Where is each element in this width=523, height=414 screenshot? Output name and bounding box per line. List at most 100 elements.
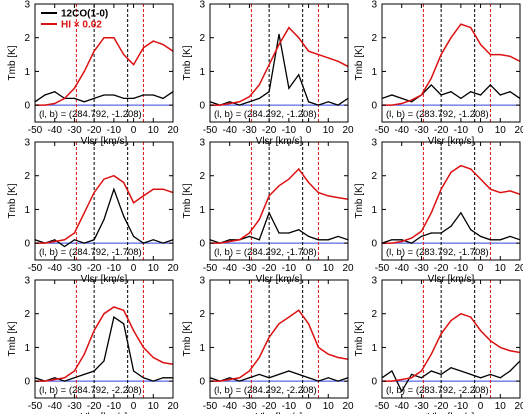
hi-data-point bbox=[401, 378, 403, 381]
co-data-point bbox=[489, 239, 492, 241]
co-data-point bbox=[479, 94, 482, 96]
hi-data-point bbox=[248, 232, 251, 234]
co-data-point bbox=[307, 377, 310, 379]
co-data-point bbox=[83, 101, 85, 103]
hi-data-point bbox=[307, 181, 310, 184]
y-tick-label: 0 bbox=[199, 239, 205, 250]
co-data-point bbox=[113, 316, 115, 318]
panel-frame bbox=[34, 279, 174, 399]
x-tick-label: 10 bbox=[148, 125, 160, 136]
hi-data-point bbox=[499, 53, 501, 56]
y-tick-label: 1 bbox=[371, 205, 377, 216]
x-tick-label: -50 bbox=[375, 263, 390, 274]
hi-data-point bbox=[430, 212, 432, 214]
co-data-point bbox=[470, 229, 472, 231]
panel-coordinate-label: (l, b) = (284.292, -1.708) bbox=[214, 247, 317, 258]
hi-data-point bbox=[142, 346, 145, 349]
hi-data-point bbox=[152, 40, 154, 42]
hi-data-point bbox=[489, 53, 492, 56]
hi-data-point bbox=[103, 313, 105, 315]
panel-coordinate-label: (l, b) = (284.792, -1.208) bbox=[39, 109, 142, 120]
hi-data-point bbox=[391, 380, 393, 382]
co-data-point bbox=[298, 74, 300, 76]
hi-spectrum-line bbox=[382, 164, 520, 244]
hi-data-point bbox=[142, 47, 145, 49]
x-tick-label: 0 bbox=[131, 263, 137, 274]
hi-data-point bbox=[54, 240, 56, 243]
y-axis-label: Tmb [K] bbox=[182, 183, 193, 218]
hi-data-point bbox=[288, 316, 290, 318]
co-data-point bbox=[44, 94, 46, 96]
y-tick-label: 1 bbox=[199, 67, 205, 78]
hi-data-point bbox=[258, 84, 260, 86]
hi-spectrum-line bbox=[382, 312, 520, 382]
co-data-point bbox=[479, 377, 482, 379]
co-data-point bbox=[63, 245, 66, 248]
legend-hi-label: HI × 0.02 bbox=[61, 20, 102, 31]
hi-data-point bbox=[509, 190, 511, 192]
co-data-point bbox=[73, 239, 76, 241]
co-data-point bbox=[450, 91, 452, 93]
hi-data-point bbox=[460, 23, 462, 25]
y-tick-label: 0 bbox=[199, 101, 205, 112]
hi-data-point bbox=[73, 232, 76, 234]
x-tick-label: -30 bbox=[414, 263, 429, 274]
panel-coordinate-label: (l, b) = (284.292, -2.208) bbox=[214, 385, 317, 396]
co-data-point bbox=[489, 84, 492, 86]
y-axis-label: Tmb [K] bbox=[354, 183, 365, 218]
hi-data-point bbox=[470, 27, 472, 29]
y-axis-label: Tmb [K] bbox=[182, 45, 193, 80]
y-tick-label: 3 bbox=[24, 138, 30, 149]
y-tick-label: 2 bbox=[199, 309, 205, 320]
hi-data-point bbox=[258, 356, 260, 359]
y-tick-label: 3 bbox=[199, 276, 205, 287]
co-data-point bbox=[288, 87, 290, 89]
co-data-point bbox=[489, 373, 492, 375]
x-tick-label: -20 bbox=[87, 263, 102, 274]
co-data-point bbox=[298, 373, 300, 375]
hi-data-point bbox=[103, 37, 105, 39]
hi-data-point bbox=[83, 212, 85, 214]
hi-data-point bbox=[113, 175, 115, 177]
hi-data-point bbox=[132, 329, 135, 332]
co-data-point bbox=[248, 377, 251, 379]
x-tick-label: 20 bbox=[514, 263, 523, 274]
y-tick-label: 3 bbox=[371, 0, 377, 11]
x-tick-label: 20 bbox=[514, 125, 523, 136]
hi-data-point bbox=[63, 377, 66, 379]
hi-data-point bbox=[509, 350, 511, 352]
x-tick-label: 0 bbox=[478, 401, 484, 412]
x-tick-label: 0 bbox=[131, 125, 137, 136]
x-tick-label: -10 bbox=[107, 263, 122, 274]
co-data-point bbox=[93, 239, 95, 241]
x-tick-label: 10 bbox=[495, 263, 507, 274]
panel-frame bbox=[381, 279, 521, 399]
hi-data-point bbox=[298, 168, 300, 170]
hi-data-point bbox=[152, 188, 154, 190]
x-tick-label: -40 bbox=[222, 401, 237, 412]
panel-frame bbox=[381, 141, 521, 261]
hi-data-point bbox=[327, 353, 329, 355]
co-data-point bbox=[103, 218, 105, 221]
x-tick-label: -30 bbox=[242, 263, 257, 274]
panel-coordinate-label: (l, b) = (284.792, -2.208) bbox=[39, 385, 142, 396]
co-data-point bbox=[229, 101, 231, 103]
co-spectrum-line bbox=[35, 90, 173, 103]
hi-data-point bbox=[391, 242, 393, 244]
x-tick-label: -20 bbox=[434, 401, 449, 412]
co-data-point bbox=[73, 377, 76, 379]
y-tick-label: 2 bbox=[371, 309, 377, 320]
hi-data-point bbox=[268, 336, 270, 338]
y-tick-label: 0 bbox=[24, 239, 30, 250]
co-data-point bbox=[450, 367, 452, 369]
co-data-point bbox=[391, 239, 393, 241]
y-tick-label: 1 bbox=[24, 205, 30, 216]
co-spectrum-line bbox=[382, 211, 520, 244]
hi-data-point bbox=[278, 43, 280, 46]
co-data-point bbox=[470, 373, 472, 375]
x-tick-label: 0 bbox=[306, 263, 312, 274]
co-data-point bbox=[401, 97, 403, 99]
x-tick-label: -30 bbox=[67, 125, 82, 136]
hi-data-point bbox=[440, 188, 442, 190]
co-data-point bbox=[440, 373, 442, 375]
